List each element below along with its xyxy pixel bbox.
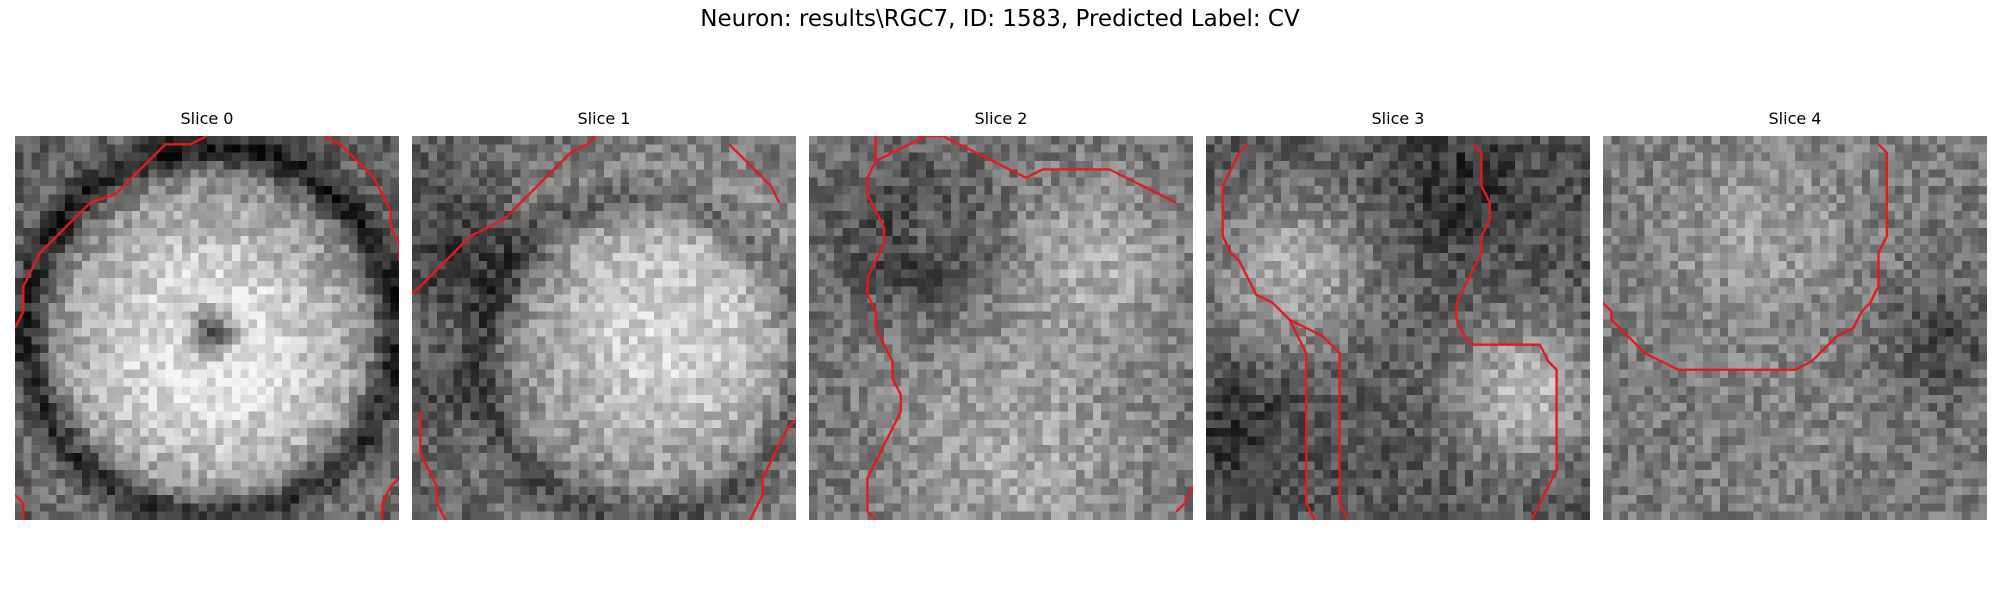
- segmentation-contour-1-2: [419, 411, 447, 520]
- slice-image-3: [1206, 136, 1590, 520]
- slice-title-0: Slice 0: [180, 109, 234, 128]
- slice-image-2: [809, 136, 1193, 520]
- figure-title: Neuron: results\RGC7, ID: 1583, Predicte…: [700, 6, 1300, 32]
- segmentation-contour-3-1: [1288, 318, 1349, 520]
- segmentation-contour-3-2: [1455, 143, 1558, 520]
- slice-title-3: Slice 3: [1371, 109, 1425, 128]
- segmentation-contour-1-3: [748, 418, 796, 520]
- segmentation-contour-2-2: [1175, 486, 1193, 513]
- segmentation-contour-0-0: [15, 136, 208, 329]
- slice-panel-4: Slice 4: [1603, 108, 1987, 520]
- slice-title-2: Slice 2: [974, 109, 1028, 128]
- slice-image-0: [15, 136, 399, 520]
- segmentation-contour-0-2: [15, 494, 25, 520]
- segmentation-contour-0-1: [323, 136, 399, 262]
- slice-image-4: [1603, 136, 1987, 520]
- segmentation-contour-2-0: [866, 136, 902, 520]
- slice-title-1: Slice 1: [577, 109, 631, 128]
- segmentation-contour-4-0: [1603, 143, 1888, 371]
- slice-panel-1: Slice 1: [412, 108, 796, 520]
- slice-title-4: Slice 4: [1768, 109, 1822, 128]
- segmentation-contour-2-1: [875, 136, 1177, 204]
- slice-panel-2: Slice 2: [809, 108, 1193, 520]
- slice-image-1: [412, 136, 796, 520]
- slice-panel-0: Slice 0: [15, 108, 399, 520]
- segmentation-contour-1-0: [412, 136, 597, 296]
- segmentation-contour-0-3: [380, 477, 399, 520]
- slice-panel-3: Slice 3: [1206, 108, 1590, 520]
- segmentation-contour-1-1: [728, 143, 781, 204]
